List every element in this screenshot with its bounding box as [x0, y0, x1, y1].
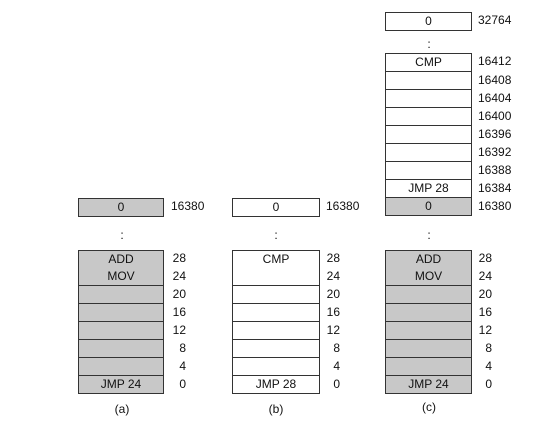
address-c-24: 24 — [478, 269, 492, 283]
address-a-16: 16 — [172, 305, 186, 319]
cell-a-16380: 0 — [78, 198, 164, 217]
cell-c-16384: JMP 28 — [385, 180, 472, 198]
cell-a-8 — [78, 340, 164, 358]
cell-c-4 — [385, 358, 472, 376]
caption-c: (c) — [422, 400, 436, 414]
cell-a-16 — [78, 304, 164, 322]
address-c-20: 20 — [478, 287, 492, 301]
address-b-4: 4 — [333, 359, 340, 373]
caption-a: (a) — [114, 402, 130, 416]
cell-c-16412: CMP — [385, 53, 472, 72]
cell-c-16380: 0 — [385, 198, 472, 216]
cell-c-16396 — [385, 126, 472, 144]
cell-b-20 — [232, 286, 320, 304]
cell-c-16400 — [385, 108, 472, 126]
cell-c-16388 — [385, 162, 472, 180]
cell-c-20 — [385, 286, 472, 304]
address-b-12: 12 — [326, 323, 340, 337]
address-a-4: 4 — [179, 359, 186, 373]
ellipsis-c-lower: : — [427, 228, 431, 242]
address-b-28: 28 — [326, 251, 340, 265]
cell-a-24: MOV — [78, 268, 164, 286]
address-c-4: 4 — [485, 359, 492, 373]
cell-a-20 — [78, 286, 164, 304]
address-b-0: 0 — [333, 377, 340, 391]
cell-c-16392 — [385, 144, 472, 162]
address-c-16380: 16380 — [478, 199, 512, 213]
cell-c-0: JMP 24 — [385, 376, 472, 394]
address-c-16408: 16408 — [478, 73, 512, 87]
cell-c-16404 — [385, 90, 472, 108]
address-c-16384: 16384 — [478, 181, 512, 195]
address-c-8: 8 — [485, 341, 492, 355]
cell-b-8 — [232, 340, 320, 358]
ellipsis-b: : — [274, 228, 278, 242]
address-a-24: 24 — [172, 269, 186, 283]
cell-a-4 — [78, 358, 164, 376]
cell-c-32764: 0 — [385, 12, 472, 31]
address-c-28: 28 — [478, 251, 492, 265]
cell-c-28: ADD — [385, 250, 472, 269]
cell-b-28: CMP — [232, 250, 320, 269]
address-a-0: 0 — [179, 377, 186, 391]
address-a-8: 8 — [179, 341, 186, 355]
cell-b-16380: 0 — [232, 198, 320, 217]
cell-b-12 — [232, 322, 320, 340]
cell-c-12 — [385, 322, 472, 340]
address-b-16380: 16380 — [326, 199, 360, 213]
cell-c-16 — [385, 304, 472, 322]
address-a-12: 12 — [172, 323, 186, 337]
address-b-24: 24 — [326, 269, 340, 283]
caption-b: (b) — [268, 402, 284, 416]
address-c-32764: 32764 — [478, 13, 512, 27]
address-c-16: 16 — [478, 305, 492, 319]
address-c-12: 12 — [478, 323, 492, 337]
cell-b-0: JMP 28 — [232, 376, 320, 394]
ellipsis-a: : — [120, 228, 124, 242]
address-c-16404: 16404 — [478, 91, 512, 105]
address-c-16396: 16396 — [478, 127, 512, 141]
cell-b-16 — [232, 304, 320, 322]
address-c-16412: 16412 — [478, 54, 512, 68]
cell-a-28: ADD — [78, 250, 164, 269]
cell-b-24 — [232, 268, 320, 286]
cell-a-0: JMP 24 — [78, 376, 164, 394]
ellipsis-c-upper: : — [427, 37, 431, 51]
address-b-8: 8 — [333, 341, 340, 355]
address-b-20: 20 — [326, 287, 340, 301]
address-c-16388: 16388 — [478, 163, 512, 177]
address-a-20: 20 — [172, 287, 186, 301]
address-a-16380: 16380 — [171, 199, 205, 213]
address-a-28: 28 — [172, 251, 186, 265]
cell-c-16408 — [385, 72, 472, 90]
address-c-16392: 16392 — [478, 145, 512, 159]
address-c-16400: 16400 — [478, 109, 512, 123]
cell-c-24: MOV — [385, 268, 472, 286]
cell-a-12 — [78, 322, 164, 340]
cell-b-4 — [232, 358, 320, 376]
address-b-16: 16 — [326, 305, 340, 319]
cell-c-8 — [385, 340, 472, 358]
address-c-0: 0 — [485, 377, 492, 391]
